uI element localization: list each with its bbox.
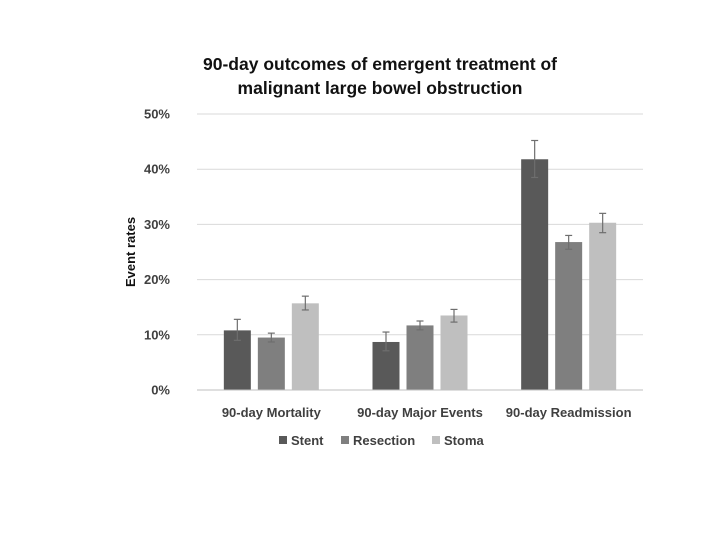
legend-swatch — [432, 436, 440, 444]
bar-resection — [406, 325, 434, 390]
x-tick-label: 90-day Mortality — [222, 405, 322, 420]
y-tick-label: 20% — [144, 272, 170, 287]
y-tick-label: 10% — [144, 327, 170, 342]
chart-title-line-1: 90-day outcomes of emergent treatment of — [203, 54, 557, 74]
legend-label: Resection — [353, 433, 415, 448]
error-bar-resection — [416, 320, 424, 331]
y-axis-label: Event rates — [123, 217, 138, 287]
bar-stoma — [589, 222, 617, 390]
x-tick-label: 90-day Major Events — [357, 405, 483, 420]
legend-swatch — [341, 436, 349, 444]
x-tick-labels: 90-day Mortality 90-day Major Events 90-da… — [222, 405, 632, 420]
bars — [223, 159, 617, 390]
legend-item-resection: Resection — [341, 433, 415, 448]
error-bar-stent — [531, 139, 539, 179]
error-bar-stoma — [450, 308, 458, 323]
x-tick-label: 90-day Readmission — [506, 405, 632, 420]
legend-label: Stent — [291, 433, 324, 448]
y-tick-label: 50% — [144, 107, 170, 122]
error-bar-resection — [267, 332, 275, 343]
legend-item-stent: Stent — [279, 433, 324, 448]
bar-resection — [555, 242, 583, 390]
bar-resection — [257, 337, 285, 390]
y-tick-label: 30% — [144, 217, 170, 232]
legend-swatch — [279, 436, 287, 444]
y-tick-label: 0% — [151, 383, 170, 398]
bar-stoma — [440, 315, 468, 390]
error-bars — [233, 139, 607, 352]
chart-title: 90-day outcomes of emergent treatment of… — [203, 54, 557, 98]
error-bar-stoma — [301, 295, 309, 311]
error-bar-resection — [565, 234, 573, 250]
legend-label: Stoma — [444, 433, 485, 448]
legend: Stent Resection Stoma — [279, 433, 485, 448]
error-bar-stoma — [599, 212, 607, 234]
chart-title-line-2: malignant large bowel obstruction — [238, 78, 523, 98]
y-tick-labels: 0% 10% 20% 30% 40% 50% — [144, 107, 170, 398]
error-bar-stent — [382, 331, 390, 352]
legend-item-stoma: Stoma — [432, 433, 485, 448]
bar-stoma — [291, 303, 319, 390]
bar-stent — [521, 159, 549, 390]
error-bar-stent — [233, 318, 241, 341]
y-tick-label: 40% — [144, 162, 170, 177]
